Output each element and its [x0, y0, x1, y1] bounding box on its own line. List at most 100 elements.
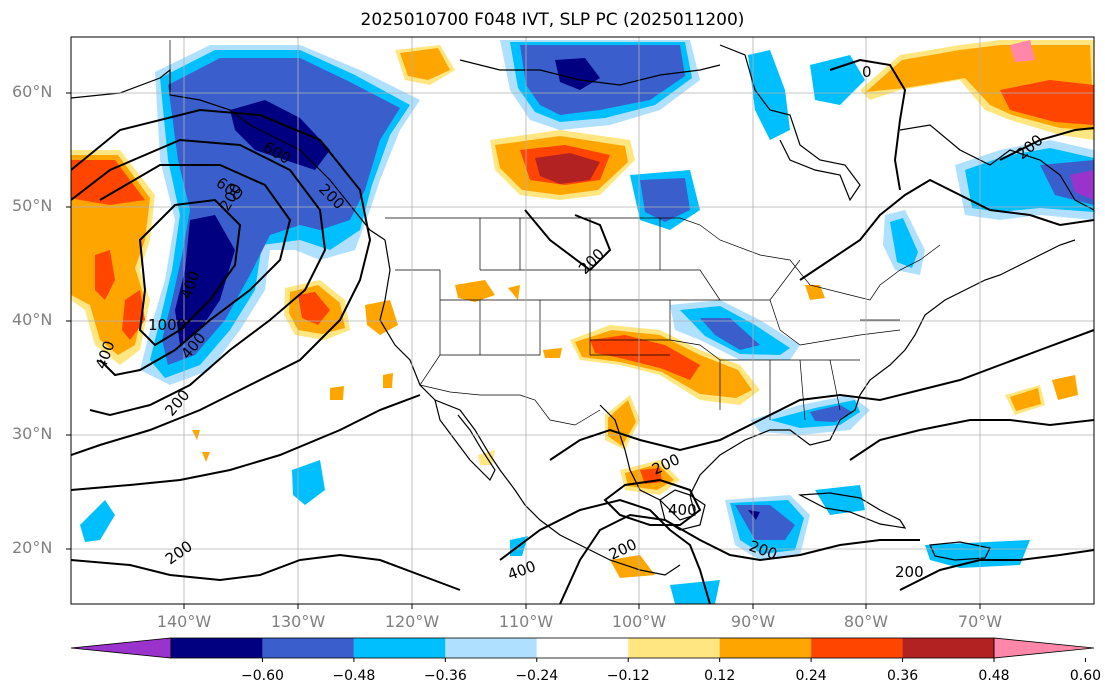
neg-anomaly-pacific-sw	[80, 500, 115, 542]
lon-label: 110°W	[498, 612, 554, 631]
contour-400-west	[71, 138, 327, 417]
colorbar-segment	[536, 638, 629, 658]
colorbar-tick-label: −0.12	[606, 668, 650, 684]
colorbar-segment	[353, 638, 446, 658]
contour-200-gulf	[559, 513, 920, 604]
border-canada-us	[385, 217, 941, 301]
contour-label: 0	[862, 63, 872, 81]
pos-anomaly-california	[365, 300, 398, 335]
contour-label: 200	[895, 563, 924, 581]
colorbar-segment	[445, 638, 537, 658]
pos-anomaly-plains-strong	[590, 335, 700, 380]
colorbar-tick-label: 0.12	[704, 668, 736, 684]
colorbar-arrow-left	[70, 637, 172, 659]
contour-600	[99, 164, 292, 377]
lon-label: 80°W	[843, 612, 889, 631]
lon-label: 100°W	[611, 612, 667, 631]
coast-pacific-nw	[379, 239, 681, 576]
pos-anomaly-pacific-small2	[383, 373, 393, 388]
contour-200-west	[71, 108, 372, 456]
colorbar-segment	[628, 638, 720, 658]
colorbar-frame	[170, 637, 995, 659]
lon-label: 120°W	[384, 612, 440, 631]
contour-200-south	[71, 553, 461, 591]
pos-anomaly-mexico	[610, 555, 655, 578]
neg-anomaly-offshore-core	[175, 215, 235, 345]
neg-anomaly-gulf-coast-strong	[810, 405, 852, 422]
lon-label: 70°W	[957, 612, 1003, 631]
contour-label: 400	[668, 501, 697, 519]
pos-anomaly-greenland-pink	[1010, 40, 1035, 62]
colorbar-segment	[902, 638, 994, 658]
slp-contours	[71, 58, 1094, 604]
neg-anomaly-pacific-sub	[292, 460, 325, 505]
pos-anomaly-gulf-mid	[608, 400, 636, 446]
neg-anomaly-caribbean-core	[748, 510, 760, 520]
pos-anomaly-nebraska-small	[508, 285, 520, 300]
pos-anomaly-alaska-north-mid	[400, 48, 450, 80]
neg-anomaly-hudson	[748, 50, 790, 140]
contour-200-east	[849, 419, 1094, 461]
contour-0-ne	[829, 58, 907, 191]
neg-anomaly-quebec-mid	[890, 218, 918, 268]
pos-anomaly-pacific-west-strong3	[122, 290, 145, 340]
pos-anomaly-kansas	[543, 348, 562, 358]
map-title: 2025010700 F048 IVT, SLP PC (2025011200)	[360, 10, 745, 30]
pos-anomaly-great-basin	[455, 280, 495, 302]
borders-states-east	[720, 259, 901, 421]
lat-label: 60°N	[12, 82, 53, 101]
colorbar-tick-label: 0.36	[886, 668, 919, 684]
neg-anomaly-cuba	[815, 485, 865, 515]
pos-anomaly-pacific-west-strong2	[95, 250, 115, 300]
colorbar-tick-label: 0.60	[1069, 668, 1102, 684]
borders-states-plains	[589, 218, 721, 410]
colorbar-tick-label: −0.24	[515, 668, 559, 684]
pos-anomaly-canada-prairie-core	[535, 153, 600, 184]
lat-label: 20°N	[12, 538, 53, 557]
colorbar-arrow-right	[993, 637, 1095, 659]
coast-labrador	[899, 124, 1094, 211]
pos-anomaly-pacific-tiny2	[202, 452, 210, 462]
colorbar-segment	[171, 638, 263, 658]
coast-baja	[434, 399, 496, 482]
map-area: 600 600 1000 400 400 200 200 200 200 400…	[71, 37, 1094, 604]
lat-label: 50°N	[12, 196, 53, 215]
graticule	[71, 37, 1094, 604]
pos-anomaly-great-lakes	[805, 285, 825, 300]
border-us-mexico	[419, 384, 601, 426]
pos-anomaly-atlantic2	[1052, 375, 1078, 400]
contour-400-gulf	[499, 498, 711, 604]
lon-label: 90°W	[730, 612, 776, 631]
coast-yucatan	[659, 489, 696, 521]
neg-anomaly-labrador-core	[1070, 170, 1094, 200]
pos-anomaly-greenland-strong	[1000, 80, 1094, 125]
neg-anomaly-alaska-core	[230, 100, 330, 170]
colorbar-tick-label: 0.48	[978, 668, 1010, 684]
contour-200-se	[549, 329, 1094, 461]
colorbar-tick-label: −0.48	[332, 668, 376, 684]
neg-anomaly-caribbean-strong	[735, 505, 795, 540]
political-borders	[169, 40, 941, 426]
pos-anomaly-atlantic-mid	[1010, 388, 1041, 411]
contour-200-ne	[799, 178, 1094, 281]
neg-anomaly-hudson2	[810, 55, 865, 105]
neg-anomaly-ohio-strong	[700, 318, 760, 350]
contour-400-ne	[999, 127, 1094, 161]
ivt-shading	[71, 40, 1094, 604]
colorbar	[70, 637, 1095, 662]
coastlines	[71, 44, 1094, 576]
pos-anomaly-offshore-strong	[298, 292, 330, 325]
colorbar-segment	[262, 638, 354, 658]
lat-label: 40°N	[12, 310, 53, 329]
contour-1000	[138, 198, 242, 347]
coast-atlantic	[859, 239, 1076, 396]
coast-hispaniola	[929, 541, 991, 561]
contour-label: 1000	[148, 316, 186, 334]
pos-anomaly-pacific-west-strong	[71, 160, 145, 205]
coast-cuba	[797, 492, 907, 529]
lat-label: 30°N	[12, 424, 53, 443]
contour-200-se-low	[899, 549, 1094, 591]
neg-anomaly-manitoba-strong	[640, 178, 690, 222]
colorbar-tick-label: −0.36	[423, 668, 467, 684]
